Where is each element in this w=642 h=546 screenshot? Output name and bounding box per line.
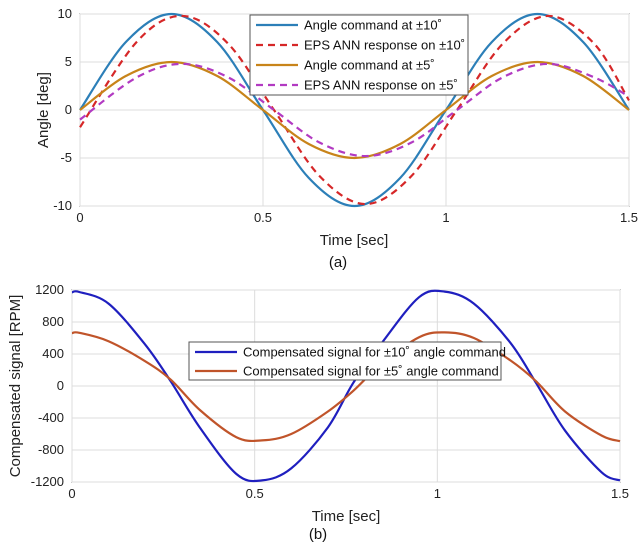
x-tick-label: 0 (76, 210, 83, 225)
series-line-2 (79, 14, 630, 206)
x-axis-label-a: Time [sec] (320, 232, 389, 249)
x-tick-label: 1.5 (620, 210, 638, 225)
y-tick-label: -400 (38, 410, 64, 425)
x-tick-label: 0.5 (254, 210, 272, 225)
legend-label: Compensated signal for ±10˚ angle comman… (243, 345, 506, 360)
series-line-2 (71, 331, 621, 443)
y-tick-label: 1200 (35, 282, 64, 297)
y-tick-label: -5 (60, 150, 72, 165)
x-axis-label-b: Time [sec] (312, 508, 381, 525)
y-tick-label: -10 (53, 198, 72, 213)
y-axis-label-b: Compensated signal [RPM] (7, 295, 24, 478)
legend-box-b (188, 341, 502, 381)
legend-label: EPS ANN response on ±10˚ (304, 38, 465, 53)
caption-a: (a) (329, 254, 347, 271)
series-line-3 (79, 60, 630, 160)
x-tick-labels-b: 0 0.5 1 1.5 (68, 486, 629, 501)
y-tick-label: 5 (65, 54, 72, 69)
y-tick-label: -800 (38, 442, 64, 457)
legend-label: Angle command at ±10˚ (304, 18, 442, 33)
y-tick-label: 0 (65, 102, 72, 117)
x-tick-label: 0 (68, 486, 75, 501)
grid-b (71, 289, 621, 483)
y-tick-labels-a: -10 -5 0 5 10 (53, 6, 72, 213)
legend-b: Compensated signal for ±10˚ angle comman… (188, 341, 506, 381)
series-line-1 (79, 12, 630, 208)
x-tick-label: 1 (442, 210, 449, 225)
x-tick-label: 1 (434, 486, 441, 501)
series-line-4 (79, 62, 630, 158)
y-axis-label-a: Angle [deg] (35, 72, 52, 148)
caption-b: (b) (309, 526, 327, 543)
y-tick-label: -1200 (31, 474, 64, 489)
legend-label: EPS ANN response on ±5˚ (304, 78, 458, 93)
y-tick-label: 0 (57, 378, 64, 393)
chart-a: 0 0.5 1 1.5 -10 -5 0 5 10 Time [sec] Angle [deg… (35, 6, 638, 271)
series-lines-b (71, 289, 621, 483)
series-lines-a (79, 12, 630, 208)
chart-b: 0 0.5 1 1.5 -1200 -800 -400 0 400 800 1200 Time [… (7, 282, 629, 543)
y-tick-label: 800 (42, 314, 64, 329)
legend-box-a (249, 14, 469, 96)
legend-label: Compensated signal for ±5˚ angle command (243, 364, 499, 379)
y-tick-labels-b: -1200 -800 -400 0 400 800 1200 (31, 282, 64, 489)
legend-a: Angle command at ±10˚ EPS ANN response on… (249, 14, 469, 96)
legend-label: Angle command at ±5˚ (304, 58, 435, 73)
x-tick-label: 0.5 (246, 486, 264, 501)
x-tick-labels-a: 0 0.5 1 1.5 (76, 210, 638, 225)
y-tick-label: 10 (58, 6, 72, 21)
y-tick-label: 400 (42, 346, 64, 361)
x-tick-label: 1.5 (611, 486, 629, 501)
